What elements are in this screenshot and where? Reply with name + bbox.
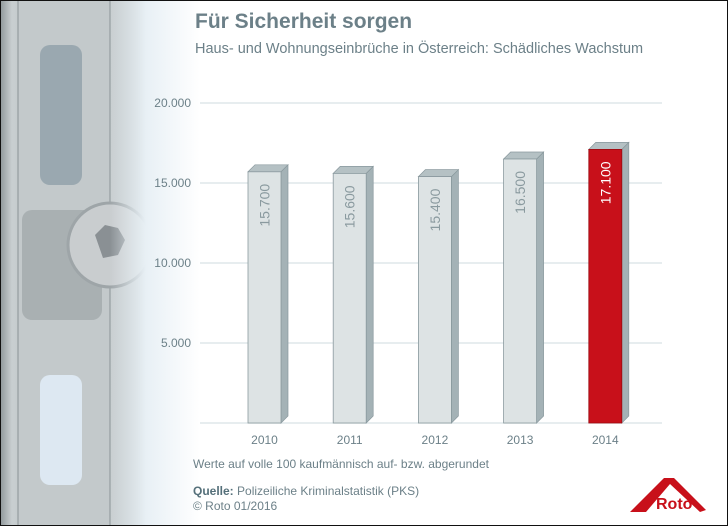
y-tick-label: 5.000 bbox=[161, 336, 191, 350]
data-label: 17.100 bbox=[597, 161, 613, 204]
data-label: 16.500 bbox=[512, 171, 528, 214]
bar-2014 bbox=[588, 148, 623, 424]
chart-title: Für Sicherheit sorgen bbox=[195, 10, 413, 33]
x-tick-label: 2013 bbox=[507, 433, 534, 447]
bar-2011 bbox=[332, 172, 367, 424]
rounding-note: Werte auf volle 100 kaufmännisch auf- bz… bbox=[193, 457, 489, 471]
data-label: 15.600 bbox=[342, 185, 358, 228]
source-text: Polizeiliche Kriminalstatistik (PKS) bbox=[237, 484, 420, 498]
bar-2010 bbox=[247, 171, 282, 424]
bar-2012 bbox=[417, 176, 452, 424]
y-tick-label: 10.000 bbox=[154, 256, 191, 270]
x-tick-label: 2014 bbox=[592, 433, 619, 447]
x-tick-label: 2012 bbox=[422, 433, 449, 447]
svg-text:Roto: Roto bbox=[656, 496, 693, 512]
source-label: Quelle: bbox=[193, 484, 234, 498]
bar-2013 bbox=[503, 158, 538, 424]
source: Quelle: Polizeiliche Kriminalstatistik (… bbox=[193, 484, 419, 514]
data-label: 15.400 bbox=[427, 188, 443, 231]
lock-hardware-photo bbox=[0, 0, 200, 526]
y-tick-label: 20.000 bbox=[154, 96, 191, 110]
y-tick-label: 15.000 bbox=[154, 176, 191, 190]
roto-logo: Roto bbox=[630, 478, 706, 512]
chart-subtitle: Haus- und Wohnungseinbrüche in Österreic… bbox=[195, 41, 644, 57]
x-tick-label: 2011 bbox=[337, 433, 363, 447]
copyright: © Roto 01/2016 bbox=[193, 499, 278, 513]
data-label: 15.700 bbox=[257, 184, 273, 227]
x-tick-label: 2010 bbox=[251, 433, 278, 447]
